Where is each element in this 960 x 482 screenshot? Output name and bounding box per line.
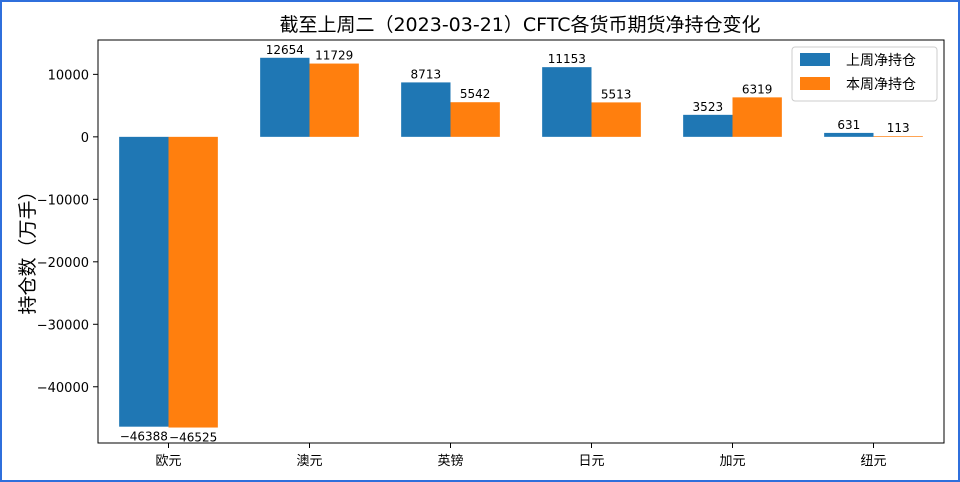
bar-value-label: 11153: [548, 52, 586, 66]
y-axis-label: 持仓数（万手）: [17, 181, 39, 314]
bar-2-3: [450, 102, 500, 137]
bar-1-2: [260, 57, 310, 137]
bar-value-label: 6319: [742, 82, 773, 96]
y-tick-label: −40000: [37, 381, 89, 396]
x-tick-label: 加元: [719, 454, 745, 469]
x-tick-label: 日元: [578, 454, 604, 469]
x-tick-label: 欧元: [155, 454, 181, 469]
bars-group: [119, 57, 923, 428]
bar-value-label: 631: [837, 118, 860, 132]
bar-value-label: 113: [887, 121, 910, 135]
bar-value-label: 12654: [266, 43, 304, 57]
bar-value-label: 5542: [460, 87, 491, 101]
y-tick-label: −20000: [37, 256, 89, 271]
bar-value-label: 8713: [411, 67, 442, 81]
bar-value-label: 11729: [315, 49, 353, 63]
legend-entry: 上周净持仓: [846, 53, 916, 69]
chart-title: 截至上周二（2023-03-21）CFTC各货币期货净持仓变化: [279, 14, 760, 36]
x-axis: 欧元 澳元 英镑 日元 加元 纽元: [155, 443, 887, 469]
y-tick-label: −10000: [37, 193, 89, 208]
legend-swatch: [800, 77, 830, 90]
plot-area: [97, 39, 945, 444]
y-tick-label: −30000: [37, 318, 89, 333]
y-tick-label: 10000: [48, 68, 89, 83]
legend-entry: 本周净持仓: [846, 77, 916, 93]
y-axis: 10000 0 −10000 −20000 −30000 −40000: [37, 68, 98, 396]
legend-swatch: [800, 53, 830, 66]
bar-2-6: [873, 136, 923, 137]
bar-2-5: [732, 97, 782, 137]
bar-value-label: −46525: [169, 431, 217, 445]
bar-value-label: 3523: [693, 100, 724, 114]
bar-2-4: [591, 102, 641, 137]
x-tick-label: 纽元: [860, 454, 886, 469]
bar-1-4: [542, 67, 592, 137]
bar-value-label: −46388: [120, 430, 168, 444]
bar-1-1: [119, 136, 169, 427]
bar-1-3: [401, 82, 451, 137]
bar-labels-group: −46388 12654 8713 11153 3523 631 −46525 11729 55…: [120, 43, 910, 445]
bar-1-6: [824, 132, 874, 137]
bar-2-2: [309, 63, 359, 137]
y-tick-label: 0: [81, 131, 89, 146]
x-tick-label: 澳元: [296, 453, 322, 469]
bar-value-label: 5513: [601, 87, 632, 101]
bar-1-5: [683, 114, 733, 137]
x-tick-label: 英镑: [437, 453, 463, 469]
bar-2-1: [168, 136, 218, 428]
